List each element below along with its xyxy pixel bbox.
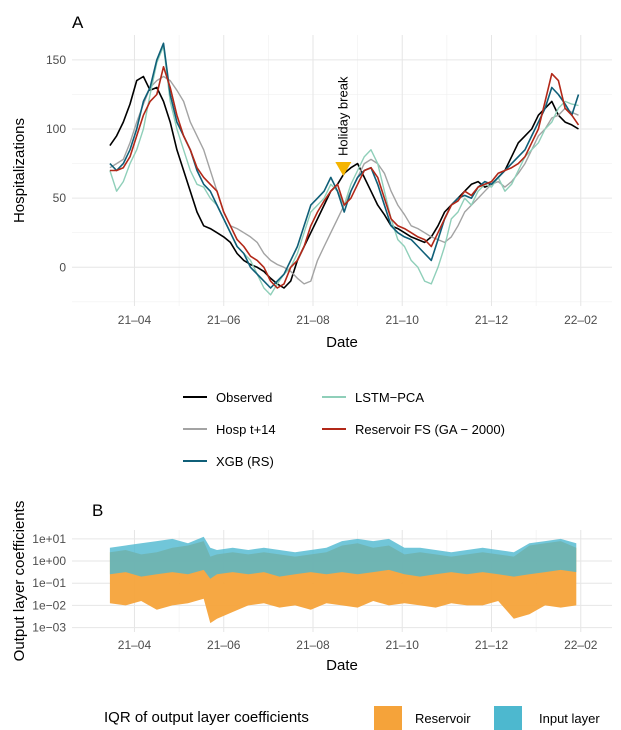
x-tick-label: 21–04 [118,638,152,652]
x-tick-label: 22–02 [564,313,598,327]
panel-a-legend: Observed LSTM−PCA Hosp t+14 Reservoir FS (G… [183,390,505,469]
x-tick-label: 21–06 [207,638,241,652]
x-tick-label: 21–10 [386,638,420,652]
panel-a-tag: A [72,13,84,32]
y-tick-label: 50 [53,191,67,205]
panel-b-legend: IQR of output layer coefficients Reservoi… [104,706,600,730]
y-tick-label: 1e−02 [32,598,66,612]
y-tick-label: 100 [46,122,66,136]
legend-label-reservoir: Reservoir [415,711,471,726]
y-axis-title: Hospitalizations [11,118,28,223]
y-tick-label: 1e+01 [32,532,66,546]
panel-b-area-chart: 1e+01 1e+00 1e−01 1e−02 1e−03 21–04 21–06 21–08… [11,501,612,674]
legend-label-xgb-rs: XGB (RS) [216,454,274,469]
legend-key-input-layer [494,706,522,730]
x-axis-title: Date [326,334,358,351]
panel-b-tag: B [92,501,103,520]
legend-key-reservoir [374,706,402,730]
y-tick-label: 1e−01 [32,576,66,590]
holiday-break-marker [335,162,352,177]
holiday-break-label: Holiday break [335,76,350,156]
x-tick-label: 21–08 [296,638,330,652]
x-tick-label: 21–12 [475,638,509,652]
x-axis-title: Date [326,657,358,674]
x-tick-label: 21–08 [296,313,330,327]
x-tick-label: 22–02 [564,638,598,652]
y-tick-label: 1e−03 [32,621,66,635]
legend-label-input-layer: Input layer [539,711,600,726]
series-line-reservoir-fs-ga-2000 [109,66,580,289]
legend-label-hosp-t-14: Hosp t+14 [216,422,276,437]
legend-label-observed: Observed [216,390,272,405]
legend-label-reservoir-fs-ga-2000: Reservoir FS (GA − 2000) [355,422,505,437]
legend-title: IQR of output layer coefficients [104,709,309,726]
x-tick-label: 21–12 [475,313,509,327]
y-tick-label: 0 [59,260,66,274]
ribbon-input-layer [109,536,577,579]
legend-label-lstm-pca: LSTM−PCA [355,390,424,405]
y-tick-label: 150 [46,53,66,67]
y-tick-label: 1e+00 [32,554,66,568]
y-axis-title: Output layer coefficients [11,501,28,662]
x-tick-label: 21–10 [386,313,420,327]
x-tick-label: 21–04 [118,313,152,327]
x-tick-label: 21–06 [207,313,241,327]
panel-a-line-chart: Holiday break 0 50 100 150 21–04 21–06 21–08 21–… [11,35,612,351]
